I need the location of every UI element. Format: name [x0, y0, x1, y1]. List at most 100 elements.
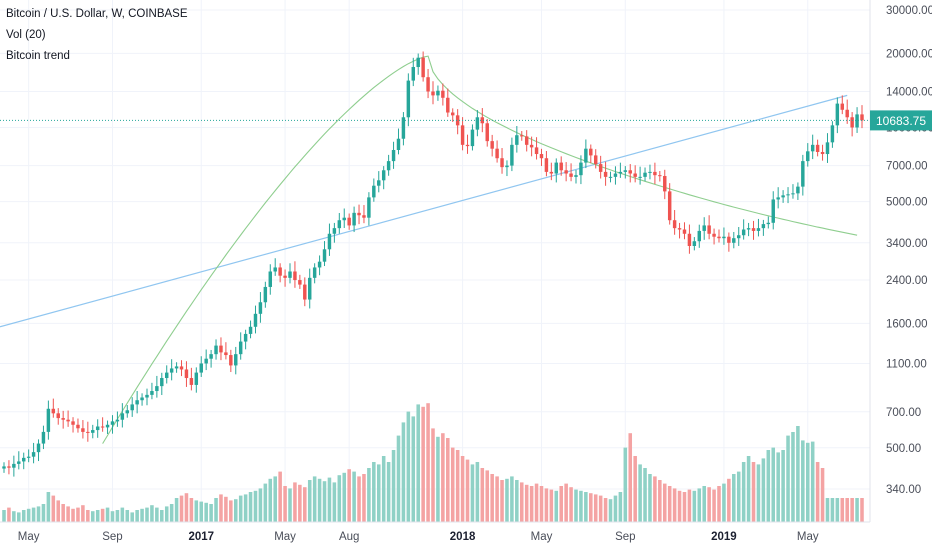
candle-body	[810, 144, 815, 152]
candle-body	[298, 280, 302, 285]
candle-body	[76, 424, 80, 429]
candle-body	[712, 233, 716, 237]
candle-body	[628, 170, 632, 174]
volume-bar	[381, 456, 386, 522]
volume-bar	[317, 478, 322, 522]
volume-bar	[658, 480, 662, 522]
candle-body	[470, 129, 475, 147]
candle-body	[663, 176, 667, 192]
last-price-label: 10683.75	[876, 114, 926, 128]
volume-bar	[115, 510, 120, 522]
candle-body	[194, 372, 199, 385]
volume-bar	[441, 433, 445, 522]
volume-bar	[61, 504, 65, 522]
candle-body	[100, 426, 105, 428]
volume-bar	[682, 492, 687, 522]
volume-bar	[46, 492, 51, 522]
volume-bar	[677, 490, 682, 522]
volume-bar	[120, 507, 125, 522]
volume-bar	[860, 498, 864, 522]
candle-body	[623, 170, 628, 172]
volume-bar	[367, 468, 371, 522]
candle-body	[672, 220, 677, 229]
volume-bar	[229, 500, 233, 522]
volume-bar	[169, 504, 174, 522]
volume-bar	[396, 435, 401, 522]
candle-body	[450, 112, 455, 116]
volume-bar	[569, 487, 573, 522]
candle-body	[840, 103, 845, 110]
volume-bar	[179, 495, 184, 522]
volume-bar	[534, 483, 539, 522]
candle-body	[431, 91, 435, 96]
candle-body	[12, 463, 16, 468]
volume-bar	[810, 441, 815, 522]
volume-bar	[391, 450, 396, 522]
legend-volume[interactable]: Vol (20)	[6, 29, 46, 41]
candle-body	[589, 148, 593, 156]
volume-bar	[214, 498, 218, 522]
volume-bar	[840, 498, 845, 522]
candle-body	[381, 170, 386, 181]
candle-body	[36, 443, 41, 453]
volume-bar	[21, 510, 26, 522]
candle-body	[781, 195, 785, 198]
candle-body	[524, 136, 529, 145]
y-tick-label: 20000.00	[886, 48, 932, 60]
candle-body	[736, 235, 741, 239]
candle-body	[529, 144, 534, 148]
volume-bar	[727, 478, 731, 522]
volume-bar	[56, 500, 61, 522]
candle-body	[648, 171, 652, 173]
candle-body	[174, 366, 179, 369]
volume-bar	[135, 510, 139, 522]
chart-legend: Bitcoin / U.S. Dollar, W, COINBASE Vol (…	[6, 4, 188, 67]
candle-body	[377, 180, 381, 186]
volume-bar	[421, 406, 425, 522]
volume-bar	[712, 489, 716, 522]
volume-bar	[815, 462, 820, 522]
candle-body	[17, 461, 21, 464]
volume-bar	[100, 508, 105, 522]
candle-body	[515, 135, 519, 145]
candle-body	[707, 225, 711, 234]
volume-bar	[322, 481, 327, 522]
volume-bar	[736, 471, 741, 522]
volume-bar	[7, 507, 11, 522]
candle-body	[243, 333, 248, 342]
y-tick-label: 5000.00	[886, 197, 928, 209]
candle-body	[554, 162, 559, 174]
volume-bar	[76, 507, 80, 522]
candle-body	[411, 67, 416, 81]
candle-body	[500, 158, 504, 168]
volume-bar	[593, 494, 598, 522]
y-tick-label: 1100.00	[886, 358, 927, 370]
volume-bar	[628, 433, 633, 522]
volume-bar	[613, 495, 618, 522]
volume-bar	[633, 456, 637, 522]
candle-body	[352, 212, 356, 226]
volume-bar	[31, 507, 36, 522]
candlesticks	[2, 51, 864, 477]
legend-symbol[interactable]: Bitcoin / U.S. Dollar, W, COINBASE	[6, 8, 188, 20]
candle-body	[396, 138, 401, 150]
volume-bar	[623, 447, 628, 522]
volume-bar	[751, 462, 756, 522]
candle-body	[41, 431, 46, 444]
volume-bar	[12, 511, 16, 522]
volume-bar	[584, 492, 588, 522]
volume-bar	[401, 422, 406, 522]
candle-body	[164, 372, 169, 379]
candle-body	[303, 284, 307, 300]
volume-bar	[825, 498, 830, 522]
candle-body	[105, 424, 110, 428]
volume-bar	[653, 476, 657, 522]
legend-indicator[interactable]: Bitcoin trend	[6, 50, 70, 62]
candle-body	[490, 141, 494, 149]
volume-bar	[638, 464, 642, 522]
volume-bar	[362, 474, 366, 522]
volume-bar	[495, 476, 499, 522]
candle-body	[480, 117, 485, 124]
candle-body	[692, 241, 697, 247]
